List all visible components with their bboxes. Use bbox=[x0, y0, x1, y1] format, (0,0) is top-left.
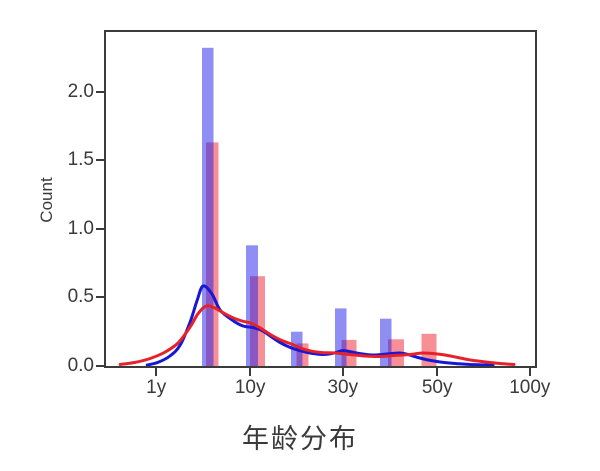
y-tick-label: 1.0 bbox=[67, 217, 94, 239]
y-tick-label: 0.5 bbox=[67, 286, 94, 308]
y-tick-mark bbox=[96, 90, 104, 93]
x-tick-label: 100y bbox=[509, 377, 551, 398]
y-tick-label: 0.0 bbox=[67, 355, 94, 376]
x-tick-mark bbox=[249, 368, 252, 376]
histogram-kde-plot bbox=[118, 47, 516, 366]
x-tick-mark bbox=[528, 368, 531, 376]
red-group-kde-curve bbox=[118, 304, 516, 366]
y-tick-label: 2.0 bbox=[67, 80, 94, 102]
x-axis-title: 年龄分布 bbox=[242, 424, 358, 454]
x-tick-label: 30y bbox=[327, 377, 359, 398]
x-tick-label: 1y bbox=[146, 377, 167, 398]
y-tick-label: 1.5 bbox=[67, 149, 94, 171]
x-tick-mark bbox=[341, 368, 344, 376]
x-tick-label: 10y bbox=[234, 377, 266, 398]
y-tick-mark bbox=[96, 159, 104, 162]
y-tick-mark bbox=[96, 296, 104, 299]
y-tick-mark bbox=[96, 227, 104, 230]
blue-group-histogram-bar bbox=[246, 245, 258, 366]
blue-group-histogram-bar bbox=[380, 318, 392, 366]
blue-group-histogram-bar bbox=[202, 47, 214, 366]
blue-group-kde-curve bbox=[145, 284, 495, 366]
blue-group-histogram-bar bbox=[335, 308, 347, 366]
x-tick-mark bbox=[155, 368, 158, 376]
x-tick-label: 50y bbox=[421, 377, 453, 398]
y-tick-mark bbox=[96, 365, 104, 367]
plot-area bbox=[104, 30, 537, 368]
x-tick-mark bbox=[436, 368, 439, 376]
